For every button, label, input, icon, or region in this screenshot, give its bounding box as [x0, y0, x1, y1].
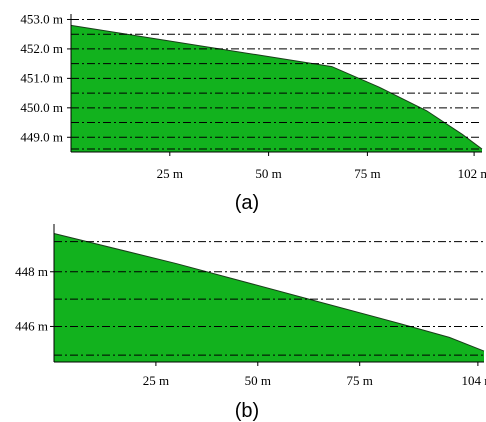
profile-line — [53, 232, 485, 352]
caption-a: (a) — [235, 192, 259, 214]
x-tick-label: 50 m — [255, 166, 281, 181]
x-tick-label: 25 m — [157, 166, 183, 181]
y-tick-label: 446 m — [15, 318, 48, 333]
y-tick-label: 449.0 m — [20, 129, 63, 144]
x-tick-label: 104 m — [461, 373, 486, 388]
x-tick-label: 50 m — [245, 373, 271, 388]
chart-b: 448 m 446 m 25 m 50 m 75 m 104 m — [15, 224, 486, 388]
y-tick-label: 448 m — [15, 264, 48, 279]
terrain-area — [54, 233, 484, 362]
x-tick-label: 75 m — [354, 166, 380, 181]
profile-line — [70, 24, 483, 150]
y-tick-label: 452.0 m — [20, 41, 63, 56]
y-tick-label: 451.0 m — [20, 70, 63, 85]
y-tick-label: 450.0 m — [20, 100, 63, 115]
x-tick-label: 102 m — [458, 166, 486, 181]
y-tick-label: 453.0 m — [20, 11, 63, 26]
chart-a: 453.0 m 452.0 m 451.0 m 450.0 m 449.0 m 25 m 5… — [20, 11, 486, 181]
caption-b: (b) — [235, 400, 259, 422]
x-tick-label: 25 m — [143, 373, 169, 388]
x-tick-label: 75 m — [346, 373, 372, 388]
terrain-area — [71, 25, 482, 152]
